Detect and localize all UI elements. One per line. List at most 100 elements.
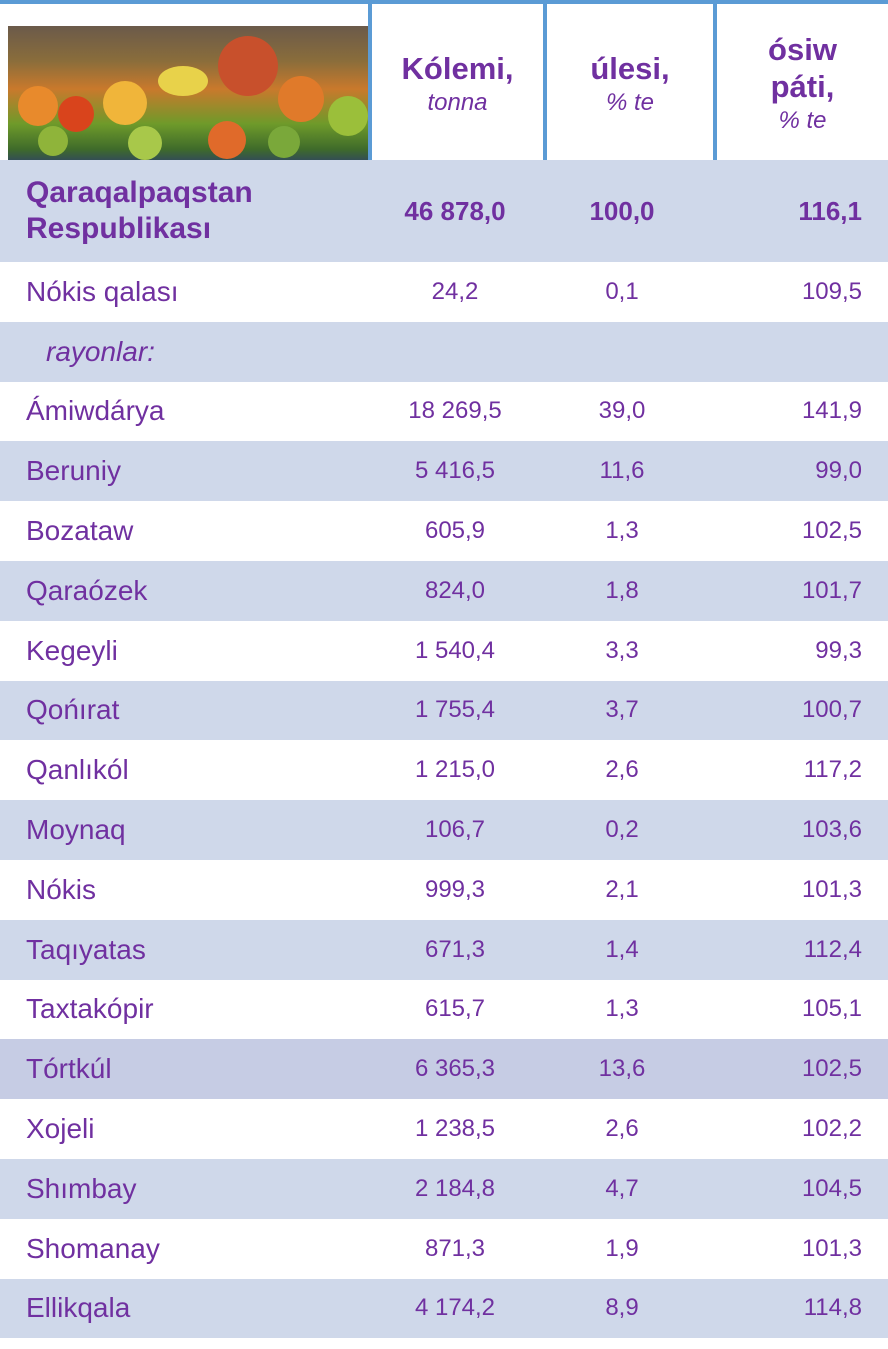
region-name: Qaraózek [26, 574, 148, 606]
column-divider [368, 4, 372, 164]
share: 1,8 [605, 576, 639, 604]
volume: 671,3 [424, 935, 486, 963]
volume: 46 878,0 [404, 195, 506, 226]
share: 3,3 [605, 636, 639, 664]
region-name: Taqıyatas [26, 933, 146, 965]
volume: 18 269,5 [408, 397, 502, 425]
share: 39,0 [598, 397, 646, 425]
growth: 99,3 [815, 636, 862, 664]
volume: 824,0 [424, 576, 486, 604]
column-unit: tonna [427, 88, 488, 116]
share: 100,0 [589, 195, 655, 226]
table-row: Bozataw 605,9 1,3 102,5 [0, 501, 888, 561]
volume: 1 215,0 [414, 756, 496, 784]
region-name: Tórtkúl [26, 1053, 112, 1085]
volume: 24,2 [431, 277, 479, 305]
growth: 101,3 [801, 875, 862, 903]
share: 0,2 [605, 816, 639, 844]
region-name: Xojeli [26, 1113, 95, 1145]
growth: 99,0 [815, 457, 862, 485]
share: 8,9 [605, 1294, 639, 1322]
header-cell: Kólemi, tonna [372, 4, 543, 164]
total-row: Qaraqalpaqstan Respublikası 46 878,0 100,0… [0, 160, 888, 262]
fruit-image [8, 26, 372, 166]
growth: 102,2 [801, 1115, 862, 1143]
region-name: Ámiwdárya [26, 395, 165, 427]
region-name: Shomanay [26, 1232, 160, 1264]
region-name: Moynaq [26, 814, 126, 846]
volume: 106,7 [424, 816, 486, 844]
table-row: Qaraózek 824,0 1,8 101,7 [0, 561, 888, 621]
column-title: ósiw páti, [768, 32, 837, 104]
region-name: Nókis qalası [26, 275, 179, 307]
growth: 102,5 [801, 517, 862, 545]
region-name: rayonlar: [46, 335, 155, 367]
volume: 871,3 [424, 1234, 486, 1262]
region-name: Qanlıkól [26, 754, 129, 786]
share: 3,7 [605, 696, 639, 724]
table-header: Kólemi, tonna úlesi,% te ósiw páti,% te [0, 0, 888, 166]
column-title: úlesi, [590, 50, 670, 86]
growth: 141,9 [801, 397, 862, 425]
column-divider [543, 4, 547, 164]
column-divider [713, 4, 717, 164]
table-row: Taqıyatas 671,3 1,4 112,4 [0, 919, 888, 980]
column-unit: % te [605, 88, 655, 116]
region-name: Ellikqala [26, 1292, 131, 1324]
growth: 101,7 [801, 576, 862, 604]
growth: 100,7 [801, 696, 862, 724]
growth: 105,1 [801, 995, 862, 1023]
volume: 4 174,2 [414, 1294, 496, 1322]
region-name: Qońırat [26, 694, 120, 726]
table-row: Tórtkúl 6 365,3 13,6 102,5 [0, 1039, 888, 1100]
share: 0,1 [605, 277, 639, 305]
region-name: Shımbay [26, 1172, 137, 1204]
region-name: Kegeyli [26, 634, 118, 666]
share: 1,9 [605, 1234, 639, 1262]
growth: 102,5 [801, 1055, 862, 1083]
share: 4,7 [605, 1174, 639, 1202]
table-row: Nókis qalası 24,2 0,1 109,5 [0, 262, 888, 322]
volume: 1 540,4 [414, 636, 496, 664]
header-cell: ósiw páti, % te [717, 4, 888, 164]
table-row: Moynaq 106,7 0,2 103,6 [0, 800, 888, 860]
section-row: rayonlar: [0, 321, 888, 382]
growth: 109,5 [801, 277, 862, 305]
table-row: Xojeli 1 238,5 2,6 102,2 [0, 1099, 888, 1159]
table-row: Qanlıkól 1 215,0 2,6 117,2 [0, 740, 888, 801]
growth: 112,4 [803, 935, 862, 963]
table-row: Ámiwdárya 18 269,5 39,0 141,9 [0, 381, 888, 442]
growth: 101,3 [801, 1234, 862, 1262]
volume: 1 755,4 [414, 696, 496, 724]
volume: 2 184,8 [414, 1174, 496, 1202]
growth: 104,5 [801, 1174, 862, 1202]
growth: 116,1 [798, 195, 862, 226]
growth: 117,2 [803, 756, 862, 784]
column-unit: % te [778, 107, 827, 134]
table-row: Ellikqala 4 174,2 8,9 114,8 [0, 1278, 888, 1339]
region-name: Bozataw [26, 515, 134, 547]
share: 1,4 [605, 935, 639, 963]
share: 11,6 [599, 457, 645, 485]
share: 2,1 [605, 875, 639, 903]
header-cell: úlesi,% te [547, 4, 713, 164]
share: 1,3 [605, 517, 639, 545]
region-name: Nókis [26, 873, 97, 905]
volume: 1 238,5 [414, 1115, 496, 1143]
volume: 6 365,3 [414, 1055, 496, 1083]
share: 2,6 [605, 1115, 639, 1143]
growth: 103,6 [801, 816, 862, 844]
share: 2,6 [605, 756, 639, 784]
share: 13,6 [598, 1055, 646, 1083]
table-row: Beruniy 5 416,5 11,6 99,0 [0, 441, 888, 502]
region-name: Taxtakópir [26, 993, 154, 1025]
region-name: Qaraqalpaqstan Respublikası [26, 176, 253, 245]
table-row: Shımbay 2 184,8 4,7 104,5 [0, 1159, 888, 1219]
growth: 114,8 [803, 1294, 862, 1322]
table-row: Shomanay 871,3 1,9 101,3 [0, 1218, 888, 1279]
share: 1,3 [605, 995, 639, 1023]
volume: 615,7 [424, 995, 486, 1023]
table-row: Nókis 999,3 2,1 101,3 [0, 860, 888, 920]
column-title: Kólemi, [401, 50, 514, 86]
